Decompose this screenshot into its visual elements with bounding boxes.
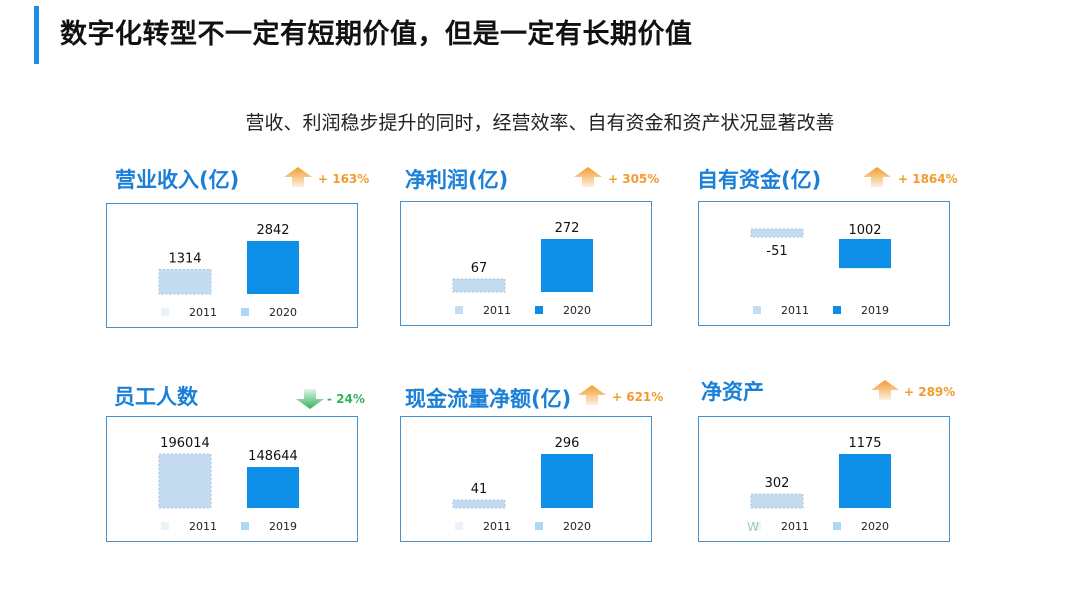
data-label: -51	[766, 244, 787, 259]
category-label: 2020	[269, 306, 297, 319]
legend-marker	[241, 522, 249, 530]
legend-marker	[455, 306, 463, 314]
bar-2019	[839, 239, 891, 269]
chart-box: 302 2011 1175 2020 W	[698, 416, 950, 542]
category-label: 2011	[483, 520, 511, 533]
category-label: 2020	[563, 304, 591, 317]
arrow-up-icon	[578, 385, 606, 405]
growth-rate: + 289%	[904, 385, 956, 399]
page-title: 数字化转型不一定有短期价值，但是一定有长期价值	[60, 19, 693, 50]
legend-marker	[833, 306, 841, 314]
legend-marker	[455, 522, 463, 530]
data-label: 1175	[848, 436, 881, 451]
data-label: 1314	[168, 251, 201, 266]
category-label: 2020	[563, 520, 591, 533]
bar-2011	[452, 278, 506, 293]
chart-title: 自有资金(亿)	[697, 168, 822, 192]
bar-2020	[247, 241, 299, 294]
bar-2011	[158, 268, 212, 295]
bar-2020	[541, 454, 593, 508]
bar-2020	[541, 239, 593, 292]
bar-2011	[750, 228, 804, 238]
bar-chart: -51 2011 1002 2019	[750, 223, 891, 317]
bar-2019	[247, 467, 299, 508]
bar-2011	[452, 499, 506, 509]
legend-prefix: W	[747, 520, 759, 534]
category-label: 2011	[189, 520, 217, 533]
bar-2020	[839, 454, 891, 508]
legend-marker	[161, 308, 169, 316]
bar-chart: 196014 2011 148644 2019	[158, 436, 299, 533]
category-label: 2011	[781, 304, 809, 317]
legend-marker	[161, 522, 169, 530]
growth-rate: + 163%	[318, 172, 370, 186]
chart-box: 67 2011 272 2020	[400, 201, 652, 326]
legend-marker	[535, 306, 543, 314]
chart-title: 员工人数	[114, 385, 198, 409]
arrow-up-icon	[574, 167, 602, 187]
title-accent-bar	[34, 6, 39, 64]
bar-chart: 41 2011 296 2020	[452, 436, 593, 533]
category-label: 2011	[483, 304, 511, 317]
data-label: 2842	[256, 223, 289, 238]
page-subtitle: 营收、利润稳步提升的同时，经营效率、自有资金和资产状况显著改善	[245, 112, 835, 134]
arrow-down-icon	[296, 389, 324, 409]
data-label: 302	[765, 476, 790, 491]
growth-rate: + 1864%	[898, 172, 958, 186]
legend-marker	[241, 308, 249, 316]
category-label: 2011	[189, 306, 217, 319]
chart-title: 现金流量净额(亿)	[405, 387, 572, 411]
data-label: 272	[555, 221, 580, 236]
data-label: 67	[471, 261, 488, 276]
legend-marker	[535, 522, 543, 530]
legend-marker	[833, 522, 841, 530]
category-label: 2011	[781, 520, 809, 533]
legend-marker	[753, 306, 761, 314]
bar-2011	[750, 493, 804, 509]
category-label: 2019	[269, 520, 297, 533]
arrow-up-icon	[871, 380, 899, 400]
bar-chart: 1314 2011 2842 2020	[158, 223, 299, 319]
chart-title: 净利润(亿)	[405, 168, 509, 192]
growth-rate: + 305%	[608, 172, 660, 186]
chart-box: 196014 2011 148644 2019	[106, 416, 358, 542]
arrow-up-icon	[284, 167, 312, 187]
arrow-up-icon	[863, 167, 891, 187]
bar-2011	[158, 453, 212, 509]
category-label: 2020	[861, 520, 889, 533]
chart-box: 41 2011 296 2020	[400, 416, 652, 542]
data-label: 41	[471, 482, 488, 497]
data-label: 148644	[248, 449, 298, 464]
growth-rate: - 24%	[327, 392, 365, 406]
growth-rate: + 621%	[612, 390, 664, 404]
bar-chart: 67 2011 272 2020	[452, 221, 593, 317]
chart-title: 营业收入(亿)	[115, 168, 240, 192]
bar-chart: 302 2011 1175 2020 W	[747, 436, 891, 534]
category-label: 2019	[861, 304, 889, 317]
legend-marker	[753, 522, 761, 530]
data-label: 196014	[160, 436, 210, 451]
chart-box: -51 2011 1002 2019	[698, 201, 950, 326]
data-label: 1002	[848, 223, 881, 238]
chart-box: 1314 2011 2842 2020	[106, 203, 358, 328]
chart-title: 净资产	[701, 380, 764, 404]
data-label: 296	[555, 436, 580, 451]
